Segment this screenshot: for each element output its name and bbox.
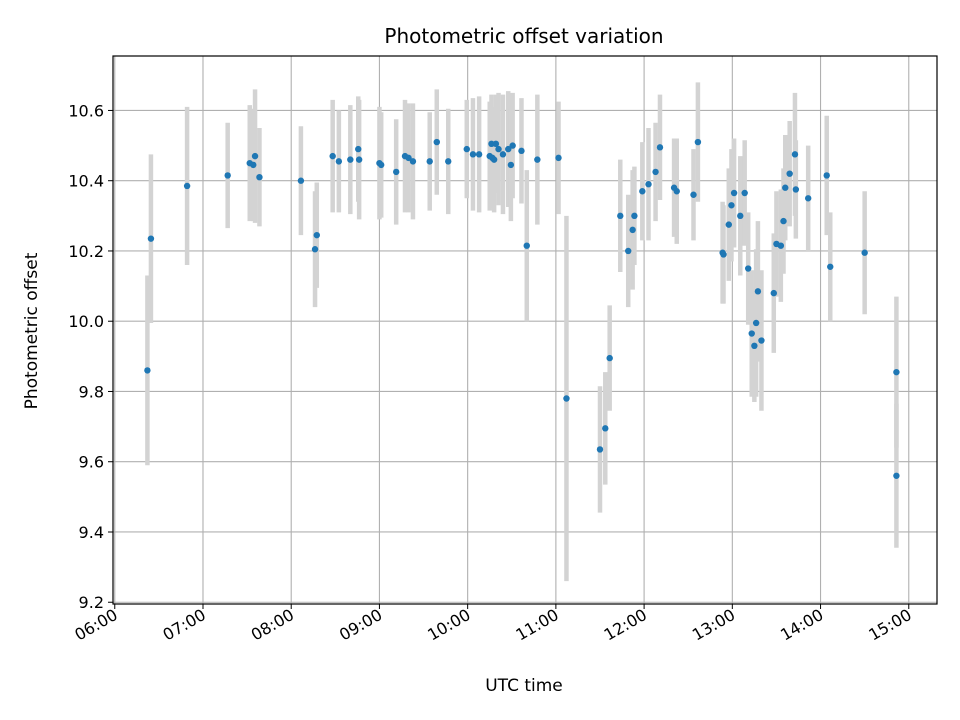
y-tick-label: 10.4 [68,172,104,191]
data-point [804,195,812,202]
data-point [827,263,834,270]
data-point [791,151,799,158]
data-point [725,221,732,228]
data-point [745,265,752,272]
data-point [645,181,652,188]
data-point [639,188,646,195]
data-point [730,189,738,197]
data-point [720,251,727,258]
y-tick-label: 9.6 [79,453,104,472]
data-point [656,144,664,151]
data-point [147,235,155,242]
data-point [256,173,263,181]
data-point [507,161,515,169]
data-point [144,367,151,374]
data-point [523,242,530,249]
data-point [770,289,777,297]
data-point [492,140,500,148]
data-point [780,217,787,225]
data-point [752,319,760,327]
data-point [426,158,433,165]
data-point [602,425,609,432]
data-point [495,145,502,153]
data-point [777,242,785,249]
data-point [617,212,624,220]
data-point [445,158,452,165]
data-point [313,231,320,239]
data-point [629,226,636,234]
plot-area-frame [112,55,938,605]
data-point [329,152,336,160]
data-point [405,154,412,162]
y-tick-label: 10.2 [68,242,104,261]
data-point [694,138,702,146]
y-tick-label: 9.4 [79,523,104,542]
data-point [673,188,680,195]
data-point [861,249,868,256]
data-point [758,337,765,344]
data-point [475,151,483,158]
x-axis-label: UTC time [485,676,563,696]
data-point [469,151,477,158]
y-tick-label: 9.2 [79,593,104,612]
data-point [596,446,604,453]
data-point [250,161,257,169]
data-point [563,395,570,402]
data-point [509,142,516,149]
data-point [335,158,343,165]
data-point [555,154,562,162]
data-point [311,246,319,253]
data-point [737,212,744,220]
data-point [224,172,231,179]
data-points [144,138,900,479]
data-point [690,191,697,198]
data-point [625,247,632,255]
y-tick-label: 10.6 [68,101,104,120]
data-point [893,368,900,376]
data-point [490,156,498,163]
data-point [463,145,470,153]
y-axis-label: Photometric offset [22,252,42,409]
data-point [606,354,613,362]
data-point [823,172,830,179]
data-point [183,182,191,190]
data-point [355,145,362,153]
data-point [499,151,507,158]
data-point [297,177,305,184]
data-point [631,212,638,220]
data-point [518,147,525,155]
y-tick-label: 9.8 [79,382,104,401]
data-point [728,202,735,209]
chart-title: Photometric offset variation [384,24,663,48]
data-point [751,342,758,350]
data-point [782,184,789,191]
data-point [754,288,762,295]
data-point [409,158,417,165]
data-point [652,168,659,176]
data-point [792,186,800,193]
y-tick-label: 10.0 [68,312,104,331]
data-point [355,156,363,163]
data-point [433,138,440,146]
data-point [748,330,755,337]
data-point [392,168,400,176]
data-point [534,156,541,163]
data-point [377,161,385,169]
data-point [786,170,793,177]
data-point [251,152,259,160]
data-point [893,472,900,479]
data-point [347,156,354,163]
data-point [505,145,512,153]
data-point [488,140,495,148]
data-point [741,189,748,197]
